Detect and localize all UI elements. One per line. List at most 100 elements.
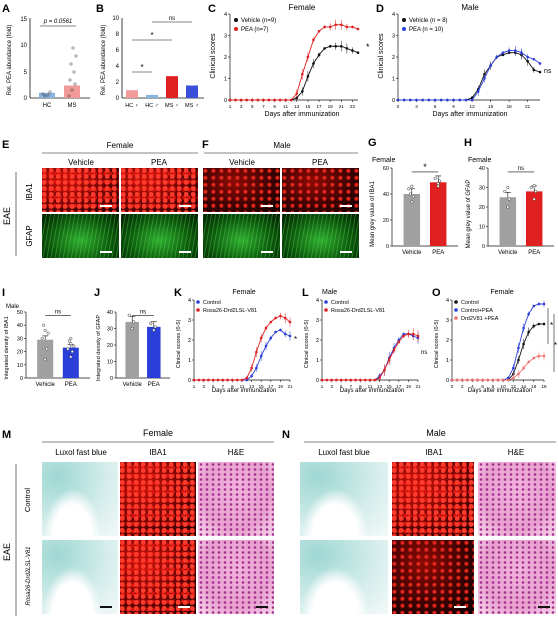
chart-title: Female: [232, 289, 255, 296]
y-tick-label: 30: [107, 327, 113, 333]
chart-title: Female: [468, 157, 491, 164]
data-point: [421, 98, 424, 102]
data-point: [529, 185, 533, 190]
data-point: [397, 340, 401, 344]
y-tick: 4: [116, 64, 120, 70]
row-label: IBA1: [25, 183, 34, 201]
data-point: [436, 182, 440, 186]
y-tick-label: 1: [188, 358, 191, 364]
panel-d: D Male Clinical scores Days after immuni…: [372, 0, 558, 118]
x-tick-label: 17: [268, 384, 274, 389]
y-tick-label: 1: [392, 77, 395, 83]
data-point: [335, 378, 338, 382]
micrograph-gfap-pea: [121, 214, 198, 258]
y-tick-label: 0: [188, 378, 191, 384]
data-point: [464, 98, 468, 102]
data-point: [476, 378, 479, 382]
data-point: [503, 189, 507, 193]
y-tick-label: 40: [17, 323, 23, 329]
panel-j: J Integrated density of GFAP 0 10 20 30 40 Ve…: [92, 284, 172, 392]
data-point: [496, 378, 500, 382]
x-tick-label: 3: [415, 104, 418, 109]
x-tick: MS ♂: [185, 103, 199, 109]
data-point: [259, 336, 263, 340]
column-label: PEA: [312, 158, 329, 167]
sig-label: ns: [518, 166, 524, 172]
data-point: [506, 378, 510, 382]
data-point: [402, 332, 405, 336]
data-point: [221, 378, 225, 382]
data-point: [274, 316, 277, 320]
bar: [62, 347, 79, 378]
x-tick-label: 15: [488, 104, 494, 109]
panel-letter: J: [94, 287, 100, 299]
row-label: Control: [23, 488, 32, 513]
data-point: [69, 342, 73, 346]
panel-letter: N: [282, 429, 290, 441]
y-tick-label: 3: [446, 318, 449, 324]
x-tick-label: 15: [259, 384, 265, 389]
panel-l: L Male Clinical scores (0-5) Days after …: [300, 284, 430, 394]
data-point: [149, 322, 153, 326]
data-point: [534, 189, 538, 193]
data-point: [339, 378, 343, 382]
x-tick-label: 18: [507, 104, 513, 109]
data-point: [132, 320, 136, 324]
data-point: [532, 304, 536, 308]
legend-item: Control: [203, 300, 221, 306]
data-point: [507, 197, 511, 201]
data-point: [239, 98, 243, 102]
data-point: [446, 98, 449, 102]
legend-item: Vehicle (n = 8): [409, 18, 448, 24]
data-point: [250, 366, 253, 370]
data-point: [402, 334, 405, 338]
sig-ns: ns: [544, 68, 552, 75]
data-point: [284, 98, 287, 102]
micrograph-iba1-pea: [121, 168, 198, 212]
data-point: [320, 378, 324, 382]
legend-item: PEA (n = 10): [409, 27, 443, 33]
data-point: [345, 25, 349, 29]
data-point: [256, 98, 260, 102]
y-tick-label: 4: [316, 298, 319, 304]
panel-e: E Female Vehicle PEA EAE IBA1 GFAP: [0, 138, 200, 258]
data-point: [255, 350, 258, 354]
x-tick-label: 17: [396, 384, 402, 389]
y-tick: 0: [116, 96, 120, 102]
bar: [147, 326, 161, 378]
y-tick: 10: [20, 43, 27, 49]
data-point: [507, 49, 511, 52]
data-point: [235, 378, 239, 382]
y-tick-label: 2: [316, 338, 319, 344]
data-point: [197, 378, 201, 382]
y-axis-label: Clinical scores (0-5): [434, 320, 440, 369]
data-point: [526, 55, 529, 59]
x-tick-label: Vehicle: [36, 382, 56, 388]
data-point: [211, 378, 215, 382]
data-point: [392, 348, 396, 352]
data-point: [67, 339, 71, 343]
x-tick-label: 3: [202, 384, 205, 389]
data-point: [207, 378, 210, 382]
x-tick-label: 21: [415, 384, 421, 389]
legend-item: Vehicle (n=9): [241, 18, 276, 24]
chart-title: Female: [372, 157, 395, 164]
panel-b: B Rel. PEA abundance (fold) 0 2 4 6 8 10…: [94, 0, 206, 110]
data-point: [396, 98, 400, 102]
x-tick: MS ♀: [165, 103, 179, 109]
panel-letter: K: [174, 287, 182, 299]
data-point: [283, 332, 287, 336]
data-point: [501, 51, 505, 54]
data-point: [334, 23, 338, 27]
x-tick-label: PEA: [65, 382, 77, 388]
data-point: [317, 53, 321, 57]
column-label: H&E: [228, 448, 244, 457]
data-point: [522, 342, 525, 346]
data-point: [436, 184, 440, 188]
x-tick-label: 13: [377, 384, 383, 389]
sig-star: *: [150, 31, 153, 40]
micrograph-lfb-control: [300, 462, 388, 536]
data-point: [264, 344, 268, 348]
data-point: [328, 44, 332, 48]
data-point: [506, 185, 510, 190]
